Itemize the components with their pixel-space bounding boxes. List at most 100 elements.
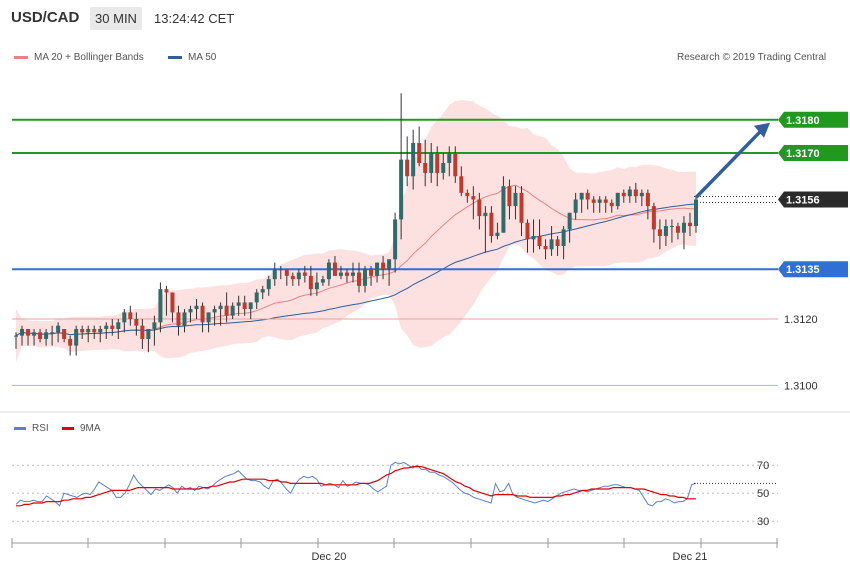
ma9-label: 9MA xyxy=(80,423,101,434)
candle-body xyxy=(639,192,644,197)
candle-body xyxy=(471,196,476,200)
candle xyxy=(266,275,271,296)
rsi-swatch xyxy=(14,426,26,430)
rsi-tick-label: 70 xyxy=(757,460,769,472)
candle-body xyxy=(453,153,458,177)
x-axis-label: Dec 21 xyxy=(673,551,708,563)
candle xyxy=(573,192,578,220)
legend-ma-bb: MA 20 + Bollinger Bands xyxy=(14,52,144,63)
candle-body xyxy=(254,292,259,303)
candle-body xyxy=(375,262,380,276)
candle-body xyxy=(50,332,55,334)
candle xyxy=(164,285,169,316)
candle xyxy=(694,196,698,233)
candle-body xyxy=(669,226,674,228)
candle-body xyxy=(411,143,416,177)
candle xyxy=(651,202,656,243)
rsi-line xyxy=(15,461,697,507)
candle-body xyxy=(152,322,157,329)
candle xyxy=(182,309,187,333)
timeframe-button[interactable]: 30 MIN xyxy=(90,7,142,30)
candle-body xyxy=(344,272,349,276)
candle xyxy=(669,219,674,243)
candle-body xyxy=(332,262,337,276)
candle-body xyxy=(507,186,512,207)
legend-rsi: RSI xyxy=(14,423,49,434)
candle-body xyxy=(248,302,253,310)
candle-body xyxy=(597,199,602,203)
candle xyxy=(74,325,79,356)
clock-text: 13:24:42 CET xyxy=(154,11,235,26)
candle xyxy=(188,305,193,323)
candle-body xyxy=(104,325,109,329)
candle xyxy=(687,212,692,237)
candle xyxy=(20,325,25,346)
rsi-label: RSI xyxy=(32,423,49,434)
candle-body xyxy=(609,202,614,207)
price-level-tag xyxy=(778,261,848,278)
candle-body xyxy=(338,272,343,276)
candle xyxy=(32,328,37,346)
candle xyxy=(230,302,235,320)
candle-body xyxy=(555,239,560,246)
candle-body xyxy=(128,312,133,320)
candle-body xyxy=(627,189,632,197)
candle-body xyxy=(483,212,488,217)
candle-body xyxy=(110,325,115,329)
candle xyxy=(645,189,650,220)
candle xyxy=(224,292,229,323)
candle-body xyxy=(80,328,85,333)
candle xyxy=(381,255,386,280)
candle xyxy=(675,222,680,240)
candle-body xyxy=(296,272,301,280)
candle-body xyxy=(38,332,43,339)
candle xyxy=(50,325,55,346)
candle-body xyxy=(477,199,482,217)
candle-body xyxy=(206,312,211,323)
candle xyxy=(579,192,584,213)
candle-body xyxy=(62,328,67,339)
price-level-label: 1.3170 xyxy=(786,148,820,160)
forecast-arrow-head xyxy=(754,122,770,138)
candle xyxy=(405,136,410,187)
candle-body xyxy=(423,162,428,173)
candle-body xyxy=(567,212,572,230)
candle xyxy=(140,319,145,349)
candle xyxy=(110,319,115,336)
candle-body xyxy=(272,269,277,280)
candle xyxy=(585,189,590,210)
candle-body xyxy=(591,199,596,203)
candle-body xyxy=(182,312,187,326)
current-price-label: 1.3156 xyxy=(786,194,820,206)
candle xyxy=(375,262,380,283)
candle-body xyxy=(212,309,217,313)
rsi-ma-line xyxy=(16,466,696,507)
candle-body xyxy=(531,236,536,240)
ma50-label: MA 50 xyxy=(188,52,217,63)
candle-body xyxy=(495,232,500,237)
candle-body xyxy=(26,328,31,336)
bollinger-band xyxy=(16,100,696,363)
candle xyxy=(453,146,458,183)
candle-body xyxy=(393,219,398,260)
candle-body xyxy=(176,312,181,326)
candle xyxy=(320,275,325,286)
candle xyxy=(447,146,452,177)
candle xyxy=(477,192,482,230)
candle xyxy=(663,219,668,246)
candle-body xyxy=(194,305,199,310)
candle xyxy=(116,319,121,339)
candle xyxy=(326,259,331,286)
candle-body xyxy=(585,192,590,200)
candle-body xyxy=(164,289,169,293)
candle xyxy=(134,312,139,336)
candle xyxy=(56,322,61,343)
candle-body xyxy=(681,222,686,233)
candle xyxy=(657,219,662,250)
candle-body xyxy=(657,229,662,237)
candle xyxy=(543,239,548,260)
candle xyxy=(344,269,349,283)
candle xyxy=(200,302,205,333)
candle xyxy=(417,126,422,167)
candle-body xyxy=(465,192,470,197)
